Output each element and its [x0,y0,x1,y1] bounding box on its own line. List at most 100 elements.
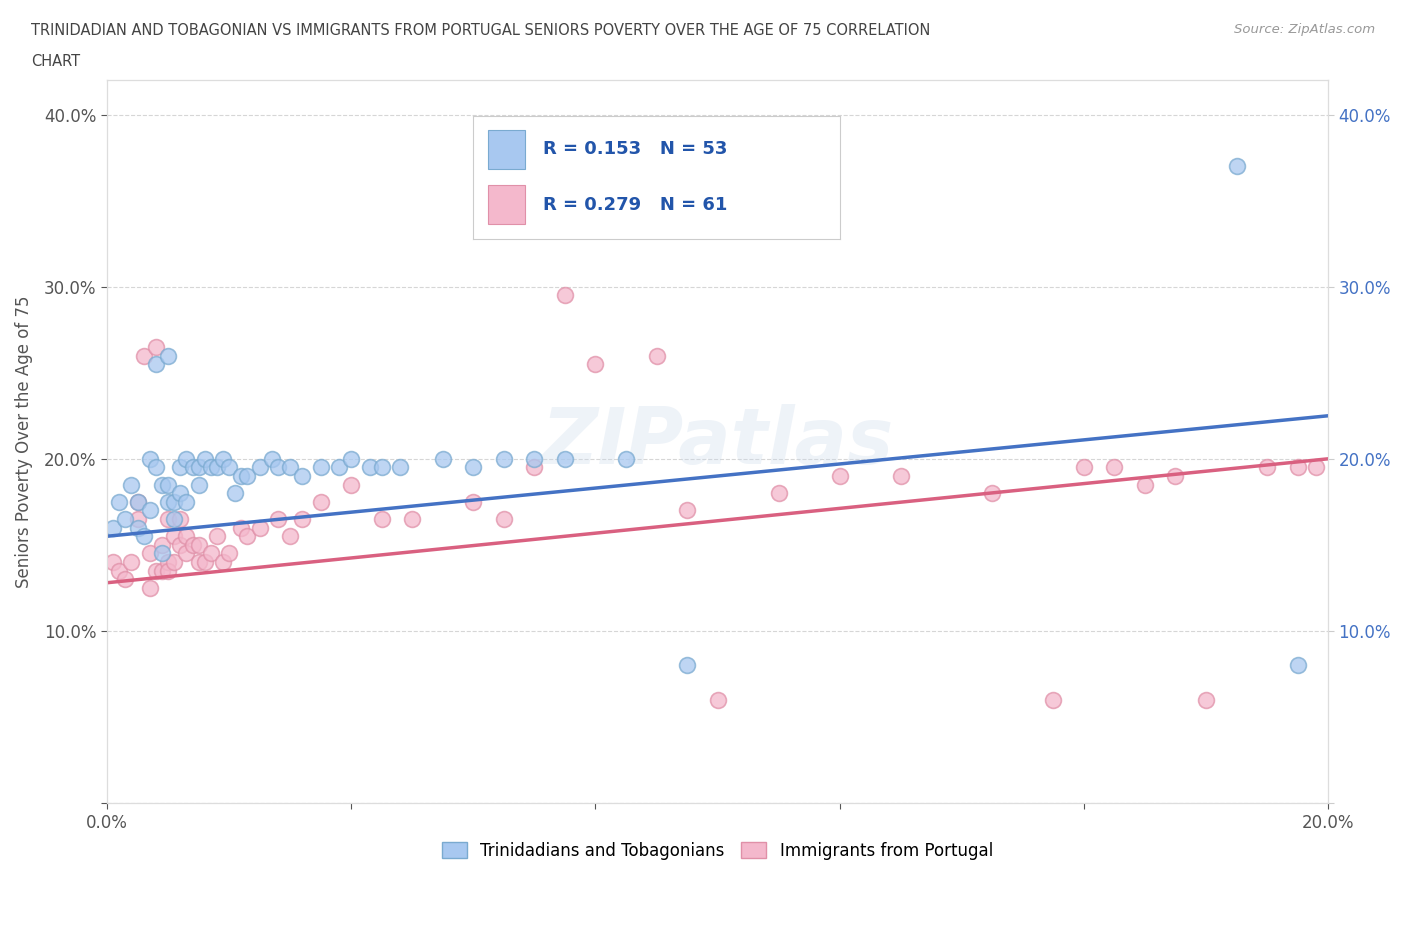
Point [114,572,136,587]
Point [328,460,350,475]
Point [145,460,167,475]
Point [169,512,191,526]
Point [169,538,191,552]
Point [231,469,253,484]
Point [267,512,290,526]
Point [139,546,162,561]
Point [127,520,149,535]
Point [389,460,412,475]
Point [120,477,142,492]
Point [554,287,576,302]
Point [176,529,198,544]
Point [101,554,124,569]
Point [187,460,209,475]
Point [359,460,381,475]
Point [401,512,423,526]
Point [1133,477,1156,492]
Point [139,580,162,595]
Point [132,529,155,544]
Point [1286,460,1309,475]
Point [163,554,186,569]
Point [205,460,228,475]
Point [218,460,240,475]
Point [291,512,314,526]
Point [890,469,912,484]
Point [523,451,546,466]
Point [139,503,162,518]
Text: CHART: CHART [31,54,80,69]
Point [108,495,131,510]
Point [768,485,790,500]
Point [169,485,191,500]
Point [218,546,240,561]
Point [492,512,515,526]
Point [176,451,198,466]
Point [340,451,363,466]
Point [1225,159,1247,174]
Text: Source: ZipAtlas.com: Source: ZipAtlas.com [1234,23,1375,36]
Point [463,495,485,510]
Point [145,564,167,578]
Point [200,546,222,561]
Point [676,658,699,672]
Point [585,357,607,372]
Point [309,495,332,510]
Point [181,538,204,552]
Point [1256,460,1278,475]
Point [157,554,180,569]
Point [1195,692,1218,707]
Point [828,469,851,484]
Point [127,495,149,510]
Point [614,451,637,466]
Point [523,460,546,475]
Point [139,451,162,466]
Point [371,512,394,526]
Point [145,357,167,372]
Point [194,451,217,466]
Point [236,469,259,484]
Point [249,460,271,475]
Point [309,460,332,475]
Point [108,564,131,578]
Point [132,348,155,363]
Point [150,546,173,561]
Text: ZIPatlas: ZIPatlas [541,404,894,480]
Y-axis label: Seniors Poverty Over the Age of 75: Seniors Poverty Over the Age of 75 [15,296,32,588]
Point [157,348,180,363]
Point [463,460,485,475]
Point [278,460,301,475]
Point [169,460,191,475]
Point [1073,460,1095,475]
Point [249,520,271,535]
Point [706,692,728,707]
Point [212,451,235,466]
Point [127,512,149,526]
Point [187,538,209,552]
Point [267,460,290,475]
Point [145,339,167,354]
Point [101,520,124,535]
Point [236,529,259,544]
Point [645,348,668,363]
Point [981,485,1004,500]
Point [120,554,142,569]
Point [163,512,186,526]
Point [157,564,180,578]
Point [163,495,186,510]
Point [163,529,186,544]
Point [176,546,198,561]
Point [150,564,173,578]
Point [127,495,149,510]
Point [150,477,173,492]
Point [1104,460,1126,475]
Point [1286,658,1309,672]
Point [157,512,180,526]
Point [212,554,235,569]
Point [371,460,394,475]
Point [200,460,222,475]
Point [157,477,180,492]
Point [187,554,209,569]
Point [150,538,173,552]
Point [676,503,699,518]
Point [278,529,301,544]
